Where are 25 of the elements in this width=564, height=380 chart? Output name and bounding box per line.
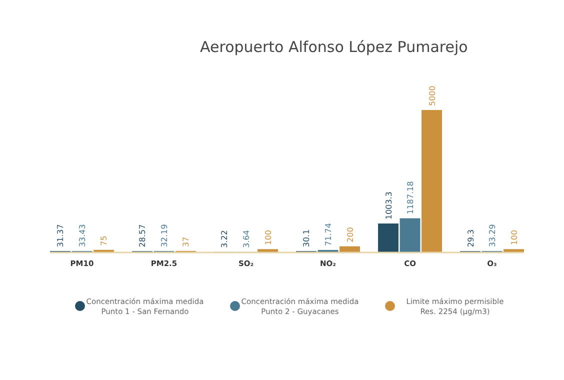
- data-label: 3.22: [220, 230, 230, 248]
- data-label: 33.29: [488, 224, 498, 248]
- data-label: 37: [182, 236, 191, 247]
- data-label: 75: [100, 236, 109, 246]
- bar: [422, 110, 442, 252]
- data-label: 1187.18: [406, 181, 416, 214]
- data-label: 30.1: [302, 229, 312, 248]
- data-label: 3.64: [242, 230, 251, 248]
- data-label: 28.57: [138, 224, 148, 248]
- data-label: 100: [510, 230, 519, 246]
- data-label: 100: [264, 230, 273, 246]
- data-label: 5000: [428, 86, 437, 106]
- data-label: 1003.3: [384, 192, 394, 220]
- chart-title: Aeropuerto Alfonso López Pumarejo: [200, 38, 468, 56]
- bar: [504, 249, 524, 252]
- data-label: 31.37: [56, 224, 66, 248]
- bar: [340, 246, 360, 252]
- data-label: 29.3: [466, 229, 476, 248]
- data-label: 200: [346, 227, 355, 242]
- bar: [400, 218, 420, 252]
- bar: [258, 249, 278, 252]
- data-label: 32.19: [160, 224, 169, 248]
- data-label: 71.74: [324, 223, 334, 246]
- bar: [378, 224, 398, 252]
- data-label: 33.43: [78, 224, 87, 248]
